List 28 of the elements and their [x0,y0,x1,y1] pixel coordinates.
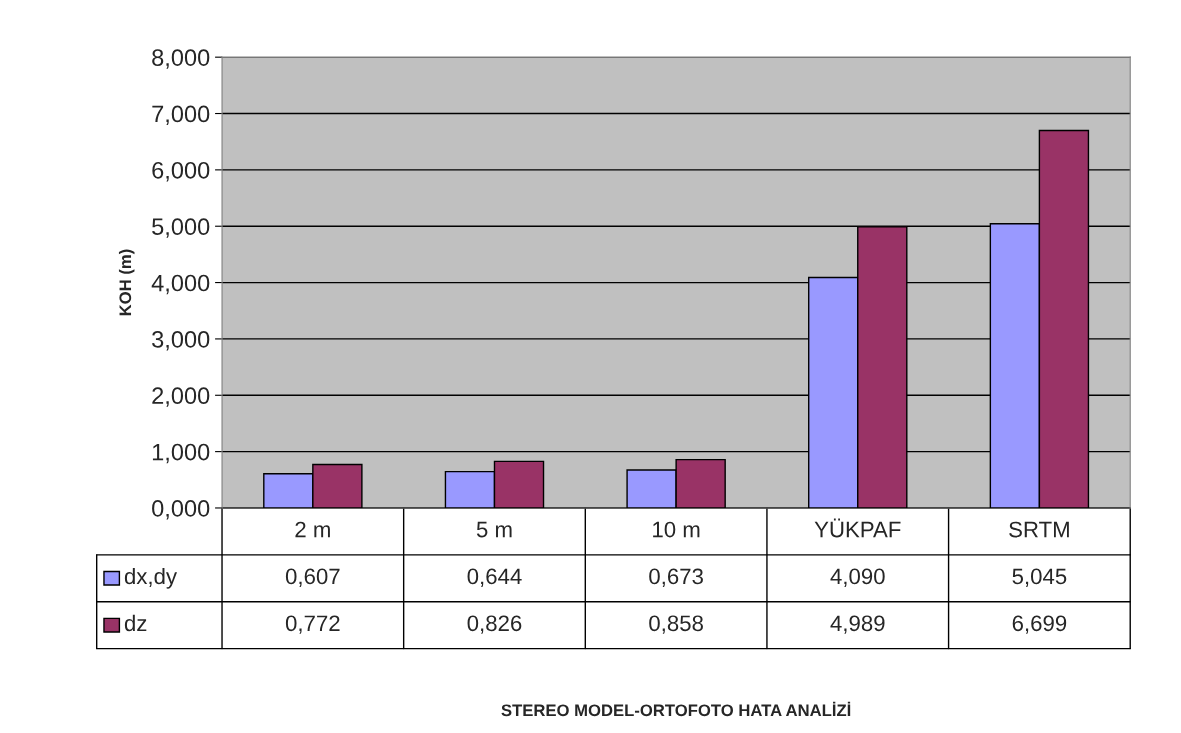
data-label: 0,673 [649,568,703,587]
data-label: 4,989 [830,615,885,634]
legend-label: dx,dy [124,567,178,589]
legend-label: dz [124,614,147,632]
text: STEREO MODEL-ORTOFOTO HATA ANALİZİ [501,701,851,717]
data-label: 5,045 [1012,568,1067,587]
y-tick-label: 8,000 [152,49,210,69]
y-tick-label: 7,000 [152,105,210,126]
y-tick-label: 5,000 [152,218,210,238]
x-tick-label: 10 m [653,521,700,538]
data-label: 0,858 [649,615,703,634]
data-label: 0,826 [467,615,522,634]
y-axis-title: KOH (m) [118,249,135,316]
y-tick-label: 1,000 [152,443,210,464]
x-tick-label: YÜKPAF [814,518,901,538]
x-tick-label: 5 m [476,521,512,538]
x-tick-label: 2 m [295,521,330,538]
data-label: 4,090 [830,568,885,587]
data-label: 0,772 [285,615,340,634]
y-tick-label: 3,000 [152,330,210,351]
y-tick-label: 0,000 [152,500,210,520]
y-tick-label: 4,000 [151,274,210,295]
data-label: 0,644 [467,568,522,587]
data-label: 0,607 [285,568,340,587]
data-label: 6,699 [1012,615,1067,634]
y-tick-label: 2,000 [152,387,210,407]
y-tick-label: 6,000 [152,161,210,182]
x-tick-label: SRTM [1009,521,1069,538]
